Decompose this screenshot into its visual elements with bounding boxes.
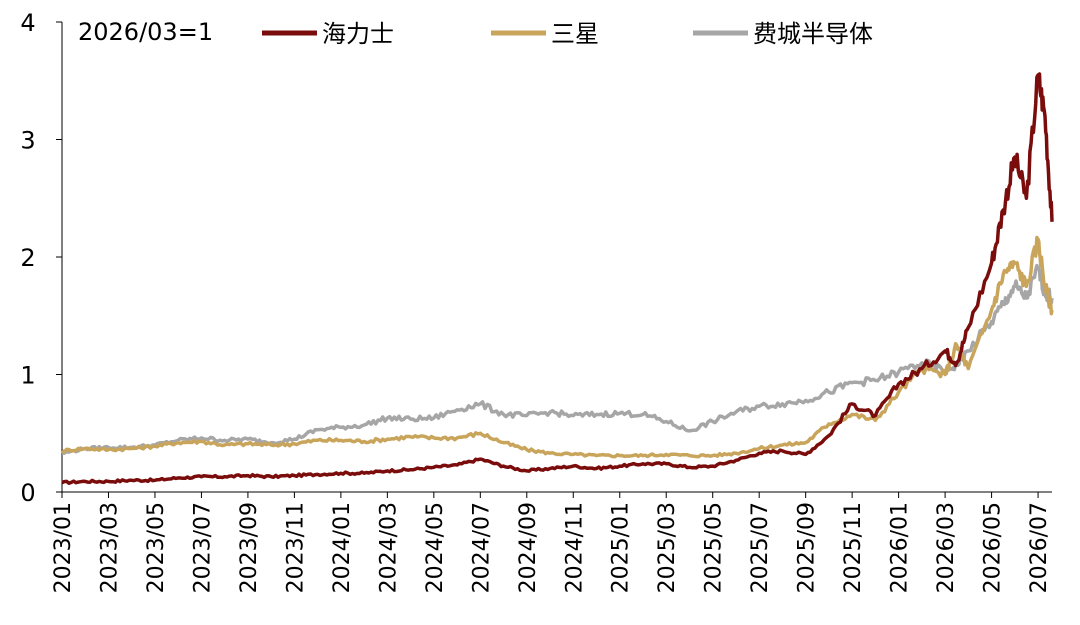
- x-tick-label: 2024/11: [562, 502, 587, 593]
- x-tick-label: 2026/07: [1027, 502, 1052, 593]
- x-tick-label: 2023/09: [237, 502, 262, 593]
- legend-label-hynix: 海力士: [322, 20, 394, 48]
- x-tick-label: 2026/05: [981, 502, 1006, 593]
- x-tick-label: 2025/07: [748, 502, 773, 593]
- series-line-2: [61, 263, 1054, 455]
- x-tick-label: 2026/01: [888, 502, 913, 593]
- series-line-1: [61, 235, 1054, 459]
- y-tick-label: 4: [20, 9, 35, 37]
- y-tick-label: 0: [20, 479, 35, 507]
- x-tick-label: 2024/05: [423, 502, 448, 593]
- x-tick-label: 2024/01: [330, 502, 355, 593]
- x-tick-label: 2025/05: [702, 502, 727, 593]
- x-tick-label: 2025/01: [609, 502, 634, 593]
- x-tick-label: 2026/03: [934, 502, 959, 593]
- x-tick-label: 2023/01: [51, 502, 76, 593]
- x-axis-ticks: 2023/01 2023/03 2023/05 2023/07 2023/09 2023/…: [51, 492, 1052, 593]
- y-axis-ticks: 0 1 2 3 4: [20, 9, 62, 507]
- x-tick-label: 2024/09: [516, 502, 541, 593]
- series-line-0: [61, 72, 1054, 486]
- x-tick-label: 2023/03: [97, 502, 122, 593]
- x-tick-label: 2025/09: [795, 502, 820, 593]
- chart-annotation: 2026/03=1: [78, 18, 213, 46]
- x-tick-label: 2023/07: [190, 502, 215, 593]
- x-tick-label: 2024/07: [469, 502, 494, 593]
- x-tick-label: 2023/05: [144, 502, 169, 593]
- legend: 海力士 三星 费城半导体: [262, 20, 873, 48]
- x-tick-label: 2023/11: [283, 502, 308, 593]
- x-tick-label: 2025/11: [841, 502, 866, 593]
- y-tick-label: 3: [20, 127, 35, 155]
- x-tick-label: 2025/03: [655, 502, 680, 593]
- y-tick-label: 1: [20, 362, 35, 390]
- series-layer: [61, 72, 1054, 486]
- legend-label-sox: 费城半导体: [753, 20, 873, 48]
- y-tick-label: 2: [20, 244, 35, 272]
- legend-label-samsung: 三星: [551, 20, 599, 48]
- x-tick-label: 2024/03: [376, 502, 401, 593]
